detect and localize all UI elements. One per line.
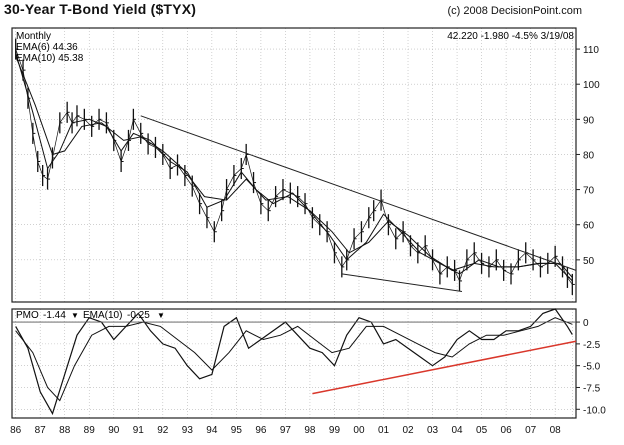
x-tick-label: 03 [427, 425, 439, 436]
x-tick-label: 86 [10, 425, 22, 436]
pmo-y-tick-label: -2.5 [583, 340, 601, 351]
price-y-tick-label: 70 [583, 186, 595, 197]
x-tick-label: 96 [255, 425, 267, 436]
pmo-panel-frame [11, 308, 577, 419]
pmo-arrow-icon: ▼ [71, 311, 79, 320]
x-tick-label: 04 [452, 425, 464, 436]
x-tick-label: 88 [59, 425, 71, 436]
x-tick-label: 89 [84, 425, 96, 436]
x-tick-label: 97 [280, 425, 292, 436]
ema10-label: EMA(10) 45.38 [16, 53, 84, 64]
x-tick-label: 87 [35, 425, 47, 436]
price-y-tick-label: 100 [583, 80, 600, 91]
pmo-value: -1.44 [43, 310, 66, 321]
price-y-tick-label: 90 [583, 115, 595, 126]
support-trendline [341, 273, 463, 292]
x-tick-label: 91 [133, 425, 145, 436]
pmo-ema-value: -0.25 [127, 310, 150, 321]
pmo-y-tick-label: -10.0 [583, 405, 606, 416]
x-tick-label: 01 [378, 425, 390, 436]
legend-layer: Monthly EMA(6) 44.36 EMA(10) 45.38 42.22… [16, 31, 574, 321]
x-tick-label: 07 [525, 425, 537, 436]
copyright-text: (c) 2008 DecisionPoint.com [447, 5, 582, 17]
pmo-ema-arrow-icon: ▼ [157, 311, 165, 320]
price-y-tick-label: 80 [583, 150, 595, 161]
price-close-line [15, 48, 573, 285]
pmo-ema-line [15, 317, 573, 402]
pmo-trendline [312, 340, 577, 395]
pmo-label: PMO [16, 310, 39, 321]
pmo-ema-label: EMA(10) [83, 310, 122, 321]
price-y-tick-label: 110 [583, 45, 599, 56]
ema6-label: EMA(6) 44.36 [16, 42, 78, 53]
x-tick-label: 05 [476, 425, 488, 436]
x-tick-label: 93 [182, 425, 194, 436]
pmo-line [15, 308, 573, 416]
grid-layer [12, 28, 576, 418]
period-label: Monthly [16, 31, 51, 42]
resistance-trendline [140, 115, 577, 271]
x-tick-label: 92 [157, 425, 169, 436]
x-tick-label: 90 [108, 425, 120, 436]
price-y-tick-label: 60 [583, 221, 595, 232]
price-y-tick-label: 50 [583, 256, 595, 267]
annotation-layer [12, 115, 577, 395]
quote-readout: 42.220 -1.980 -4.5% 3/19/08 [447, 31, 574, 42]
x-tick-label: 08 [550, 425, 562, 436]
x-tick-label: 02 [402, 425, 414, 436]
pmo-y-tick-label: 0 [583, 318, 589, 329]
frame-layer [11, 27, 577, 419]
pmo-y-tick-label: -5.0 [583, 362, 601, 373]
x-tick-label: 94 [206, 425, 218, 436]
x-tick-label: 06 [501, 425, 513, 436]
axis-layer: 86 87 88 89 90 91 92 93 94 95 96 97 98 99 00 01 02 03 04 05… [10, 45, 606, 436]
x-tick-label: 98 [304, 425, 316, 436]
x-tick-label: 99 [329, 425, 341, 436]
ema10-line [15, 55, 573, 278]
pmo-y-tick-label: -7.5 [583, 383, 601, 394]
series-layer [15, 38, 575, 416]
x-tick-label: 00 [353, 425, 365, 436]
x-tick-label: 95 [231, 425, 243, 436]
chart-title: 30-Year T-Bond Yield ($TYX) [4, 1, 197, 17]
price-panel-frame [11, 27, 577, 303]
ema6-line [15, 52, 573, 282]
